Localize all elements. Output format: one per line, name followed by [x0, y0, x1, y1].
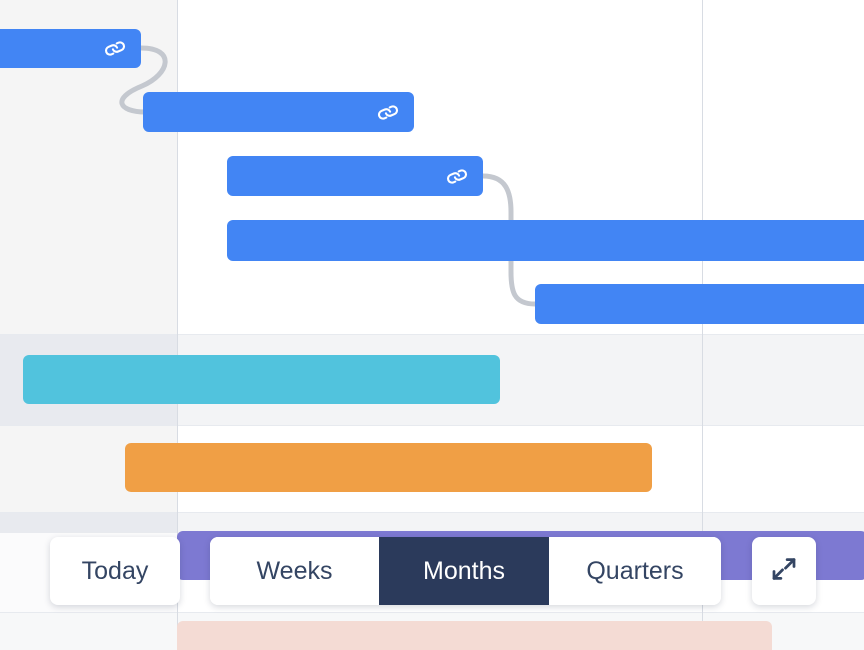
row-band — [0, 512, 864, 533]
link-icon[interactable] — [445, 164, 469, 188]
expand-fullscreen-button[interactable] — [752, 537, 816, 605]
today-button[interactable]: Today — [50, 537, 180, 605]
tab-quarters[interactable]: Quarters — [549, 537, 721, 605]
task-bar[interactable] — [227, 220, 864, 261]
task-bar[interactable] — [535, 284, 864, 324]
today-button-label: Today — [81, 556, 149, 585]
past-period-shade — [0, 512, 177, 533]
task-bar[interactable] — [143, 92, 414, 132]
timeline-gridline — [177, 0, 178, 650]
link-icon[interactable] — [103, 37, 127, 61]
task-bar[interactable] — [227, 156, 483, 196]
row-separator — [0, 612, 864, 613]
tab-weeks[interactable]: Weeks — [210, 537, 379, 605]
task-bar[interactable] — [0, 29, 141, 68]
tab-weeks-label: Weeks — [256, 556, 333, 585]
row-separator — [0, 425, 864, 426]
tab-months-label: Months — [423, 556, 505, 585]
row-separator — [0, 512, 864, 513]
timeline-scale-segmented-control: Weeks Months Quarters — [210, 537, 721, 605]
task-bar[interactable] — [125, 443, 652, 492]
expand-diagonal-icon — [769, 554, 799, 589]
link-icon[interactable] — [376, 100, 400, 124]
task-bar[interactable] — [177, 621, 772, 650]
task-bar[interactable] — [23, 355, 500, 404]
tab-months[interactable]: Months — [379, 537, 549, 605]
timeline-gridline — [702, 0, 703, 650]
past-period-shade — [0, 613, 177, 650]
row-separator — [0, 334, 864, 335]
tab-quarters-label: Quarters — [586, 556, 684, 585]
